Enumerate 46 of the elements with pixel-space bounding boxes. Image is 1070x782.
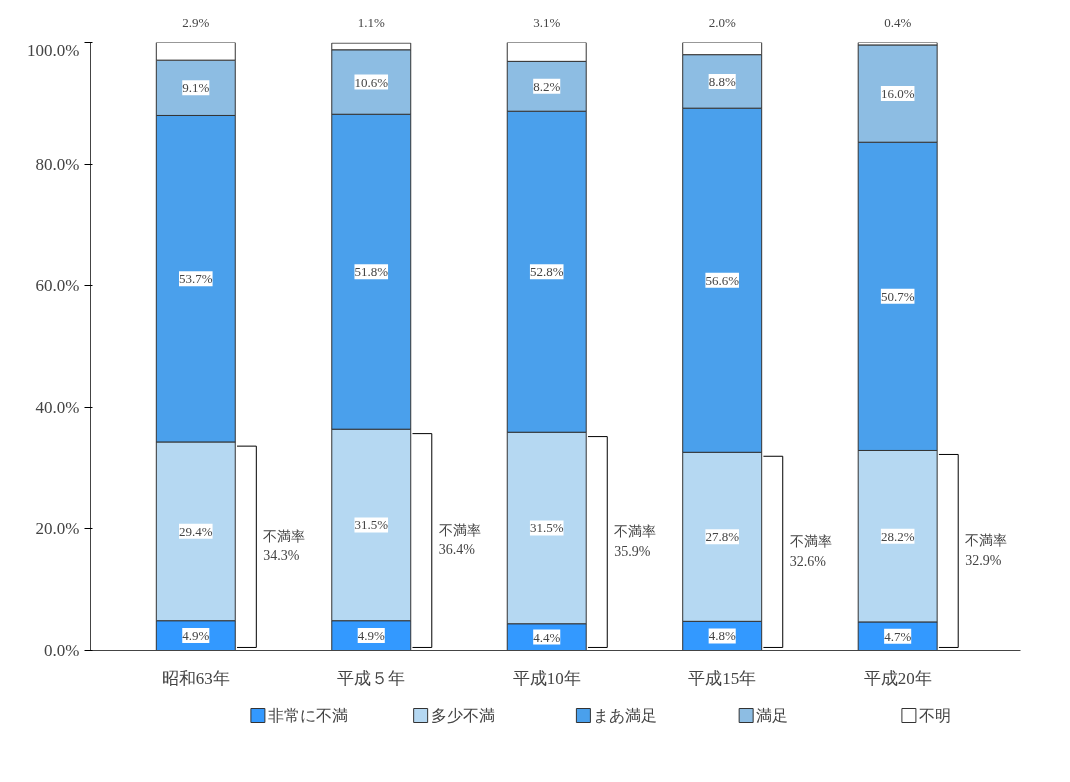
y-tick-label: 20.0% xyxy=(35,519,80,539)
y-tick-label: 0.0% xyxy=(44,641,80,660)
legend-label: 多少不満 xyxy=(430,707,495,724)
legend-label: 非常に不満 xyxy=(267,707,348,724)
data-label: 8.2% xyxy=(533,78,561,94)
data-label: 27.8% xyxy=(705,529,740,545)
annotation: 不満率 35.9% xyxy=(614,524,657,559)
y-tick-label: 40.0% xyxy=(35,397,80,417)
data-label: 56.6% xyxy=(705,272,740,288)
data-label: 1.1% xyxy=(357,15,385,30)
data-label: 16.0% xyxy=(880,86,915,102)
y-tick-label: 80.0% xyxy=(35,154,80,174)
data-label: 51.8% xyxy=(354,264,389,280)
data-label: 3.1% xyxy=(533,15,561,30)
data-label: 4.8% xyxy=(708,628,736,644)
legend-label: 満足 xyxy=(756,707,789,724)
data-label: 10.6% xyxy=(354,74,389,90)
legend-label: 不明 xyxy=(918,707,951,724)
data-label: 9.1% xyxy=(182,80,210,96)
data-label: 8.8% xyxy=(708,73,736,89)
legend-label: まあ満足 xyxy=(593,707,658,724)
data-label: 29.4% xyxy=(178,523,213,539)
data-label: 4.4% xyxy=(533,629,561,645)
data-label: 31.5% xyxy=(354,517,389,533)
data-label: 4.9% xyxy=(182,628,210,644)
data-label: 52.8% xyxy=(529,264,564,280)
data-label: 31.5% xyxy=(529,520,564,536)
data-label: 50.7% xyxy=(880,288,915,304)
annotation: 不満率 36.4% xyxy=(438,522,481,558)
data-label: 4.9% xyxy=(357,628,385,644)
data-label: 0.4% xyxy=(884,15,912,30)
annotation: 不満率 32.9% xyxy=(965,533,1008,568)
y-tick-label: 60.0% xyxy=(35,276,80,296)
annotation: 不満率 34.3% xyxy=(263,528,306,564)
data-label: 2.9% xyxy=(182,15,210,30)
y-tick-label: 100.0% xyxy=(27,40,80,60)
x-tick-label: 平成15年 xyxy=(688,668,757,688)
data-label: 28.2% xyxy=(880,528,915,544)
data-label: 4.7% xyxy=(884,628,912,644)
annotation: 不満率 32.6% xyxy=(789,534,832,569)
x-tick-label: 平成10年 xyxy=(512,668,581,688)
data-label: 53.7% xyxy=(178,271,213,287)
x-tick-label: 平成20年 xyxy=(863,668,932,688)
x-tick-label: 昭和63年 xyxy=(161,668,230,688)
x-tick-label: 平成５年 xyxy=(337,668,406,688)
data-label: 2.0% xyxy=(708,15,736,30)
